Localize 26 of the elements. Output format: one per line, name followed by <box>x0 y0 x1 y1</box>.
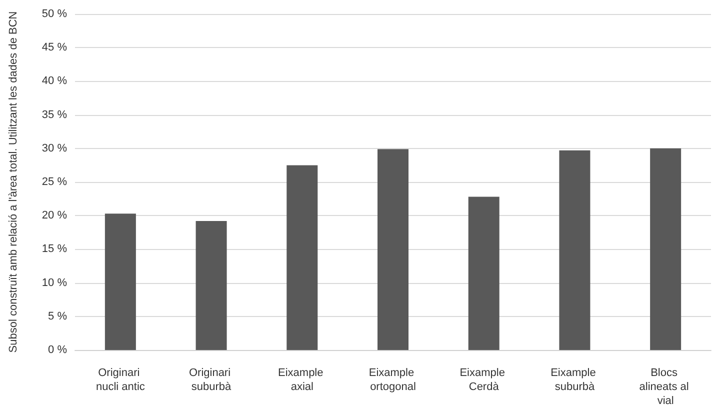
bar <box>196 220 227 350</box>
y-tick-label: 10 % <box>42 276 68 289</box>
x-tick-label: Eixample axial <box>278 367 326 393</box>
x-tick-label: Blocs alineats al vial <box>639 367 692 407</box>
y-tick-label: 45 % <box>42 42 68 54</box>
y-tick-label: 40 % <box>42 75 68 88</box>
bar <box>559 150 590 350</box>
y-tick-label: 0 % <box>48 344 68 356</box>
bar <box>378 149 408 350</box>
y-tick-label: 5 % <box>48 310 68 322</box>
y-tick-label: 25 % <box>42 176 68 188</box>
x-tick-label: Eixample suburbà <box>550 367 599 393</box>
y-tick-label: 20 % <box>42 210 68 222</box>
y-tick-label: 35 % <box>42 108 68 121</box>
bar <box>104 214 136 350</box>
bar <box>468 196 500 350</box>
bar <box>286 165 318 350</box>
y-tick-label: 50 % <box>42 8 68 20</box>
x-tick-label: Originari nucli antic <box>96 367 146 393</box>
y-axis-title: Subsol construït amb relació a l'àrea total. Utilitzant les dades de BCN <box>8 11 20 353</box>
y-tick-label: 15 % <box>42 243 68 256</box>
y-tick-label: 30 % <box>42 142 68 154</box>
x-tick-label: Eixample ortogonal <box>368 367 418 393</box>
bar <box>650 148 682 350</box>
x-tick-label: Originari suburbà <box>188 367 234 393</box>
x-tick-label: Eixample Cerdà <box>460 367 508 393</box>
